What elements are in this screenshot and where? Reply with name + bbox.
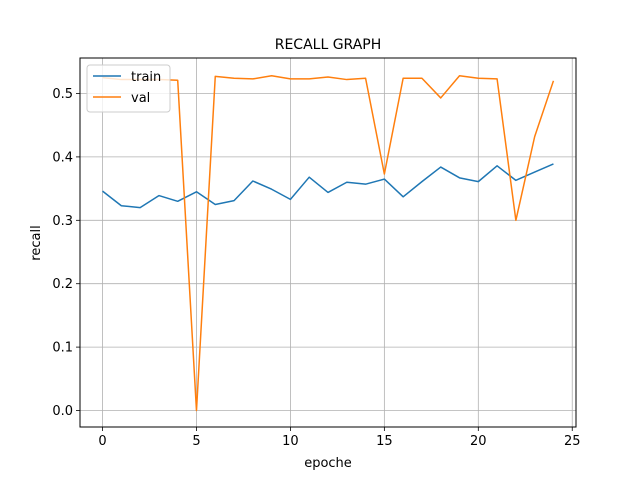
x-tick-label: 25: [564, 434, 581, 449]
x-tick-label: 15: [376, 434, 393, 449]
y-tick-label: 0.4: [52, 150, 73, 165]
legend-label-val: val: [131, 91, 150, 106]
y-axis-ticks: 0.0 0.1 0.2 0.3 0.4 0.5: [52, 87, 80, 419]
series-line-train: [102, 163, 554, 209]
series-lines: [102, 75, 555, 412]
x-tick-label: 20: [470, 434, 487, 449]
chart-title: RECALL GRAPH: [275, 37, 382, 53]
x-axis-ticks: 0 5 10 15 20 25: [98, 427, 581, 449]
legend: train val: [86, 64, 171, 113]
y-tick-label: 0.1: [52, 341, 73, 356]
x-tick-label: 5: [192, 434, 200, 449]
y-axis-label: recall: [29, 225, 44, 260]
legend-label-train: train: [131, 70, 161, 85]
x-tick-label: 0: [98, 434, 106, 449]
x-tick-label: 10: [282, 434, 299, 449]
x-axis-label: epoche: [304, 456, 352, 471]
plot-frame: [79, 57, 577, 428]
y-tick-label: 0.5: [52, 87, 73, 102]
y-tick-label: 0.3: [52, 214, 73, 229]
series-line-val: [102, 75, 555, 412]
y-tick-label: 0.0: [52, 404, 73, 419]
y-tick-label: 0.2: [52, 277, 73, 292]
